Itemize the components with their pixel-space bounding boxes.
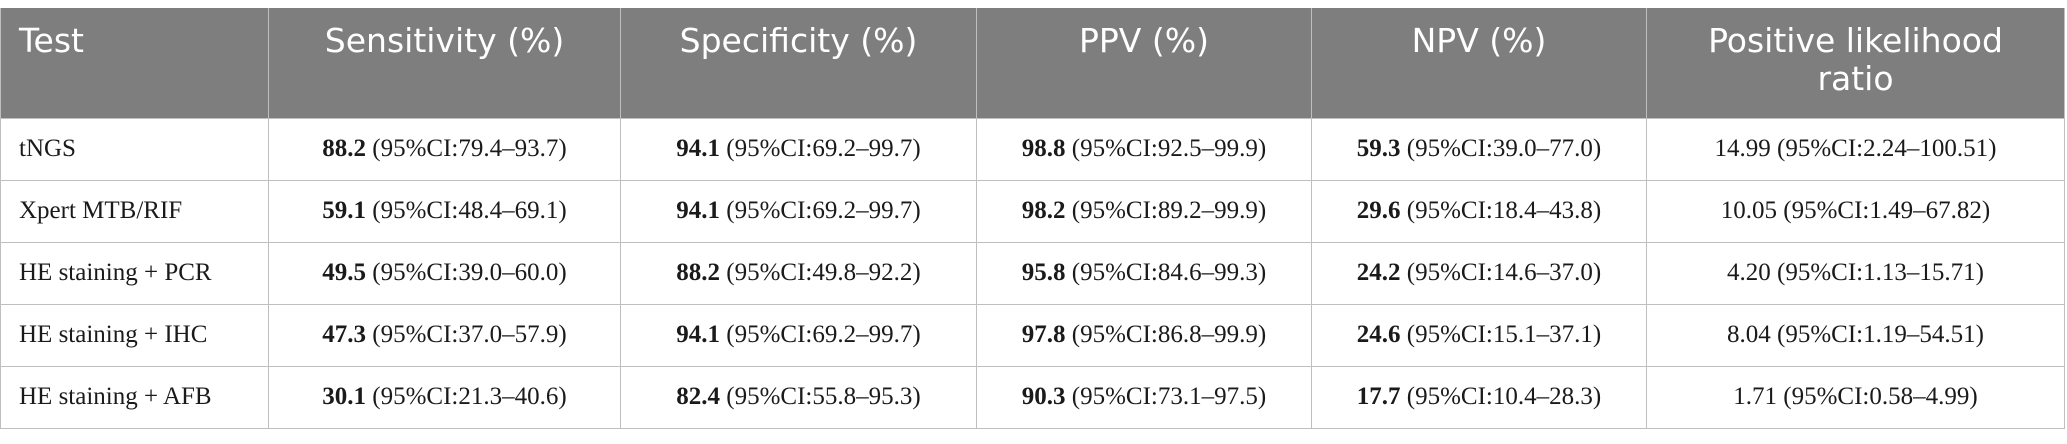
ppv-ci: (95%CI:84.6–99.3) xyxy=(1065,259,1267,286)
sensitivity-cell: 30.1 (95%CI:21.3–40.6) xyxy=(268,365,621,429)
npv-ci: (95%CI:39.0–77.0) xyxy=(1400,135,1602,162)
npv-value: 29.6 xyxy=(1356,197,1401,224)
header-ppv: PPV (%) xyxy=(976,8,1312,118)
header-positive-likelihood-ratio: Positive likelihood ratio xyxy=(1646,8,2065,118)
header-row: Test Sensitivity (%) Specificity (%) PPV… xyxy=(0,8,2065,118)
plr-cell: 14.99 (95%CI:2.24–100.51) xyxy=(1646,117,2065,181)
npv-cell: 59.3 (95%CI:39.0–77.0) xyxy=(1311,117,1647,181)
specificity-value: 94.1 xyxy=(676,197,721,224)
table-row: HE staining + IHC 47.3 (95%CI:37.0–57.9)… xyxy=(0,303,2065,367)
table-row: tNGS 88.2 (95%CI:79.4–93.7) 94.1 (95%CI:… xyxy=(0,117,2065,181)
specificity-value: 82.4 xyxy=(676,383,721,410)
npv-ci: (95%CI:15.1–37.1) xyxy=(1400,321,1602,348)
ppv-value: 98.8 xyxy=(1021,135,1066,162)
ppv-cell: 90.3 (95%CI:73.1–97.5) xyxy=(976,365,1312,429)
sensitivity-ci: (95%CI:79.4–93.7) xyxy=(366,135,567,162)
ppv-ci: (95%CI:92.5–99.9) xyxy=(1065,135,1267,162)
npv-cell: 24.2 (95%CI:14.6–37.0) xyxy=(1311,241,1647,305)
ppv-ci: (95%CI:86.8–99.9) xyxy=(1065,321,1267,348)
specificity-ci: (95%CI:69.2–99.7) xyxy=(720,197,921,224)
plr-cell: 10.05 (95%CI:1.49–67.82) xyxy=(1646,179,2065,243)
npv-ci: (95%CI:10.4–28.3) xyxy=(1400,383,1602,410)
header-sensitivity: Sensitivity (%) xyxy=(268,8,621,118)
sensitivity-ci: (95%CI:21.3–40.6) xyxy=(366,383,567,410)
header-npv: NPV (%) xyxy=(1311,8,1647,118)
sensitivity-value: 47.3 xyxy=(322,321,367,348)
header-specificity: Specificity (%) xyxy=(620,8,977,118)
sensitivity-ci: (95%CI:39.0–60.0) xyxy=(366,259,567,286)
specificity-ci: (95%CI:55.8–95.3) xyxy=(720,383,921,410)
specificity-cell: 94.1 (95%CI:69.2–99.7) xyxy=(620,179,977,243)
table-row: Xpert MTB/RIF 59.1 (95%CI:48.4–69.1) 94.… xyxy=(0,179,2065,243)
sensitivity-ci: (95%CI:37.0–57.9) xyxy=(366,321,567,348)
plr-cell: 4.20 (95%CI:1.13–15.71) xyxy=(1646,241,2065,305)
specificity-cell: 88.2 (95%CI:49.8–92.2) xyxy=(620,241,977,305)
ppv-ci: (95%CI:89.2–99.9) xyxy=(1065,197,1267,224)
sensitivity-value: 49.5 xyxy=(322,259,367,286)
sensitivity-cell: 47.3 (95%CI:37.0–57.9) xyxy=(268,303,621,367)
header-test: Test xyxy=(0,8,269,118)
test-name-cell: HE staining + IHC xyxy=(0,303,269,367)
plr-cell: 8.04 (95%CI:1.19–54.51) xyxy=(1646,303,2065,367)
npv-ci: (95%CI:14.6–37.0) xyxy=(1400,259,1602,286)
specificity-value: 94.1 xyxy=(676,135,721,162)
npv-value: 17.7 xyxy=(1356,383,1401,410)
ppv-cell: 98.2 (95%CI:89.2–99.9) xyxy=(976,179,1312,243)
npv-value: 24.2 xyxy=(1356,259,1401,286)
ppv-cell: 95.8 (95%CI:84.6–99.3) xyxy=(976,241,1312,305)
ppv-ci: (95%CI:73.1–97.5) xyxy=(1065,383,1267,410)
specificity-cell: 82.4 (95%CI:55.8–95.3) xyxy=(620,365,977,429)
specificity-ci: (95%CI:69.2–99.7) xyxy=(720,135,921,162)
ppv-value: 95.8 xyxy=(1021,259,1066,286)
ppv-value: 97.8 xyxy=(1021,321,1066,348)
npv-cell: 24.6 (95%CI:15.1–37.1) xyxy=(1311,303,1647,367)
test-name-cell: tNGS xyxy=(0,117,269,181)
npv-value: 59.3 xyxy=(1356,135,1401,162)
test-name-cell: Xpert MTB/RIF xyxy=(0,179,269,243)
ppv-cell: 97.8 (95%CI:86.8–99.9) xyxy=(976,303,1312,367)
ppv-value: 90.3 xyxy=(1021,383,1066,410)
sensitivity-cell: 49.5 (95%CI:39.0–60.0) xyxy=(268,241,621,305)
sensitivity-ci: (95%CI:48.4–69.1) xyxy=(366,197,567,224)
ppv-cell: 98.8 (95%CI:92.5–99.9) xyxy=(976,117,1312,181)
specificity-value: 88.2 xyxy=(676,259,721,286)
npv-value: 24.6 xyxy=(1356,321,1401,348)
specificity-value: 94.1 xyxy=(676,321,721,348)
test-name-cell: HE staining + PCR xyxy=(0,241,269,305)
npv-cell: 17.7 (95%CI:10.4–28.3) xyxy=(1311,365,1647,429)
sensitivity-value: 30.1 xyxy=(322,383,367,410)
sensitivity-cell: 88.2 (95%CI:79.4–93.7) xyxy=(268,117,621,181)
diagnostic-performance-table: Test Sensitivity (%) Specificity (%) PPV… xyxy=(0,8,2065,429)
specificity-cell: 94.1 (95%CI:69.2–99.7) xyxy=(620,303,977,367)
specificity-ci: (95%CI:69.2–99.7) xyxy=(720,321,921,348)
table-row: HE staining + PCR 49.5 (95%CI:39.0–60.0)… xyxy=(0,241,2065,305)
table-row: HE staining + AFB 30.1 (95%CI:21.3–40.6)… xyxy=(0,365,2065,429)
sensitivity-value: 59.1 xyxy=(322,197,367,224)
sensitivity-cell: 59.1 (95%CI:48.4–69.1) xyxy=(268,179,621,243)
test-name-cell: HE staining + AFB xyxy=(0,365,269,429)
specificity-ci: (95%CI:49.8–92.2) xyxy=(720,259,921,286)
ppv-value: 98.2 xyxy=(1021,197,1066,224)
plr-cell: 1.71 (95%CI:0.58–4.99) xyxy=(1646,365,2065,429)
npv-ci: (95%CI:18.4–43.8) xyxy=(1400,197,1602,224)
specificity-cell: 94.1 (95%CI:69.2–99.7) xyxy=(620,117,977,181)
sensitivity-value: 88.2 xyxy=(322,135,367,162)
npv-cell: 29.6 (95%CI:18.4–43.8) xyxy=(1311,179,1647,243)
